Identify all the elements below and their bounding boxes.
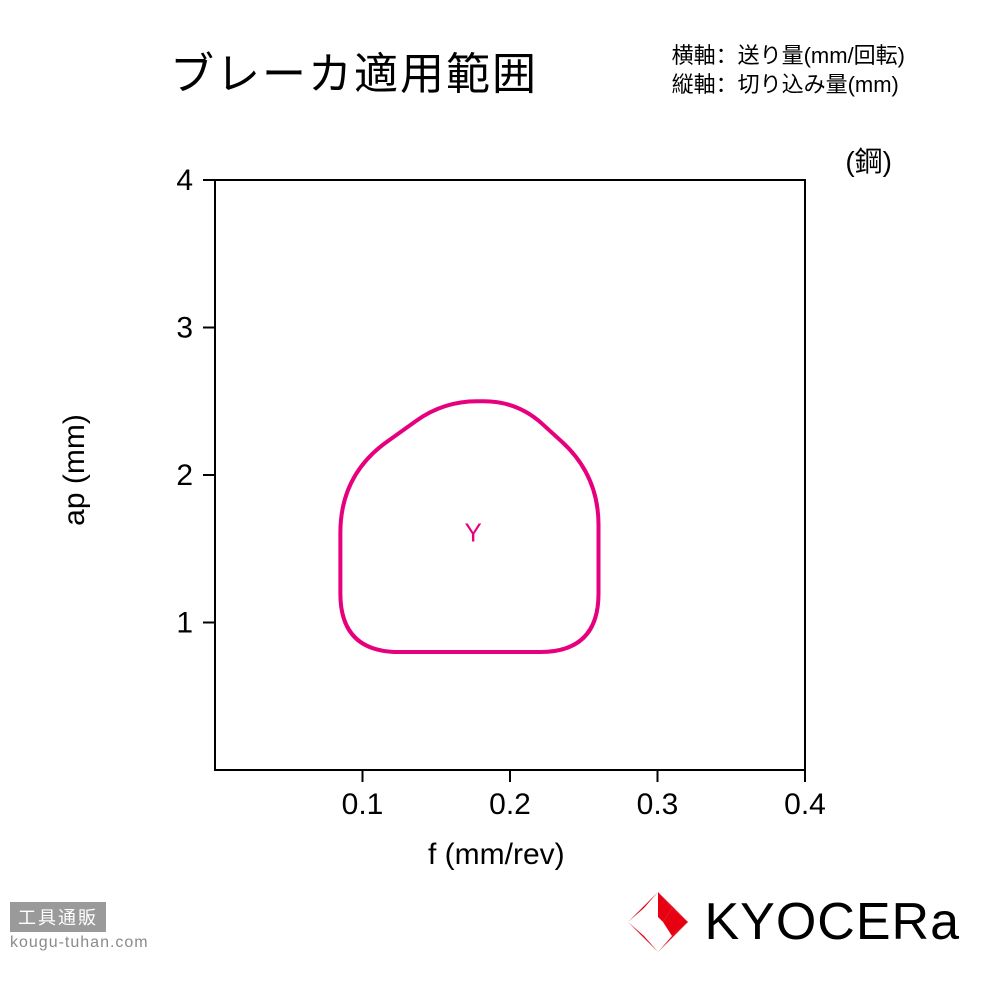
svg-text:0.1: 0.1 xyxy=(342,788,384,821)
svg-text:0.4: 0.4 xyxy=(784,788,826,821)
svg-text:2: 2 xyxy=(176,459,193,492)
watermark-box: 工具通販 xyxy=(10,902,106,932)
footer: 工具通販 kougu-tuhan.com KYOCERa xyxy=(0,900,1000,970)
svg-text:4: 4 xyxy=(176,164,193,197)
legend-x: 横軸：送り量(mm/回転) xyxy=(672,42,905,71)
brand-logo-icon xyxy=(626,890,690,954)
svg-text:0.2: 0.2 xyxy=(489,788,531,821)
page: ブレーカ適用範囲 横軸：送り量(mm/回転) 縦軸：切り込み量(mm) (鋼) … xyxy=(0,0,1000,1000)
svg-text:0.3: 0.3 xyxy=(637,788,679,821)
watermark-url: kougu-tuhan.com xyxy=(10,934,149,952)
brand-text: KYOCERa xyxy=(704,892,960,952)
chart: 0.1 0.2 0.3 0.4 1 2 3 4 Y xyxy=(100,130,900,850)
brand: KYOCERa xyxy=(626,890,960,954)
axis-legend: 横軸：送り量(mm/回転) 縦軸：切り込み量(mm) xyxy=(672,42,905,99)
y-axis-label: ap (mm) xyxy=(58,414,92,526)
svg-text:Y: Y xyxy=(464,517,481,547)
legend-y: 縦軸：切り込み量(mm) xyxy=(672,71,905,100)
watermark: 工具通販 kougu-tuhan.com xyxy=(10,902,149,952)
svg-text:3: 3 xyxy=(176,312,193,345)
chart-title: ブレーカ適用範囲 xyxy=(170,38,538,102)
svg-text:1: 1 xyxy=(176,607,193,640)
